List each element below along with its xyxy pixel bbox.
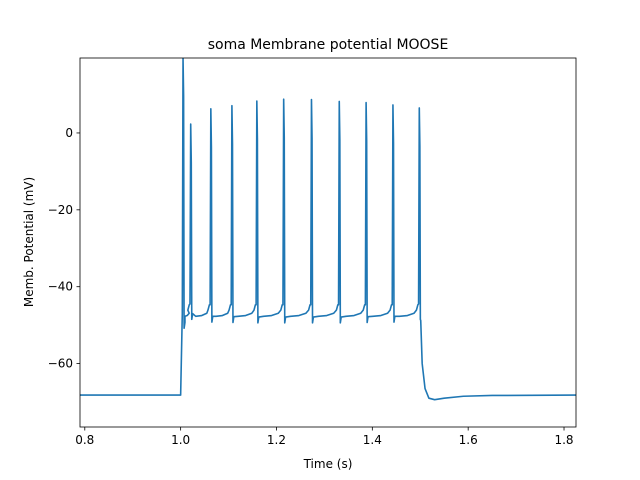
x-axis-label: Time (s) (303, 457, 353, 471)
x-tick-label: 1.2 (267, 433, 286, 447)
plot-area (79, 57, 577, 428)
chart-title: soma Membrane potential MOOSE (208, 37, 449, 53)
y-tick-label: −20 (48, 203, 73, 217)
x-tick-label: 1.8 (554, 433, 573, 447)
x-tick-label: 1.4 (363, 433, 382, 447)
y-axis: −60 −40 −20 0 (48, 126, 80, 371)
y-axis-label: Memb. Potential (mV) (22, 177, 36, 307)
x-tick-label: 1.0 (171, 433, 190, 447)
membrane-potential-series-line (80, 58, 576, 401)
x-tick-label: 0.8 (75, 433, 94, 447)
plot-frame (79, 57, 577, 428)
x-tick-label: 1.6 (459, 433, 478, 447)
y-tick-label: −60 (48, 357, 73, 371)
x-axis: 0.8 1.0 1.2 1.4 1.6 1.8 (75, 427, 574, 447)
y-tick-label: 0 (65, 126, 73, 140)
y-tick-label: −40 (48, 280, 73, 294)
